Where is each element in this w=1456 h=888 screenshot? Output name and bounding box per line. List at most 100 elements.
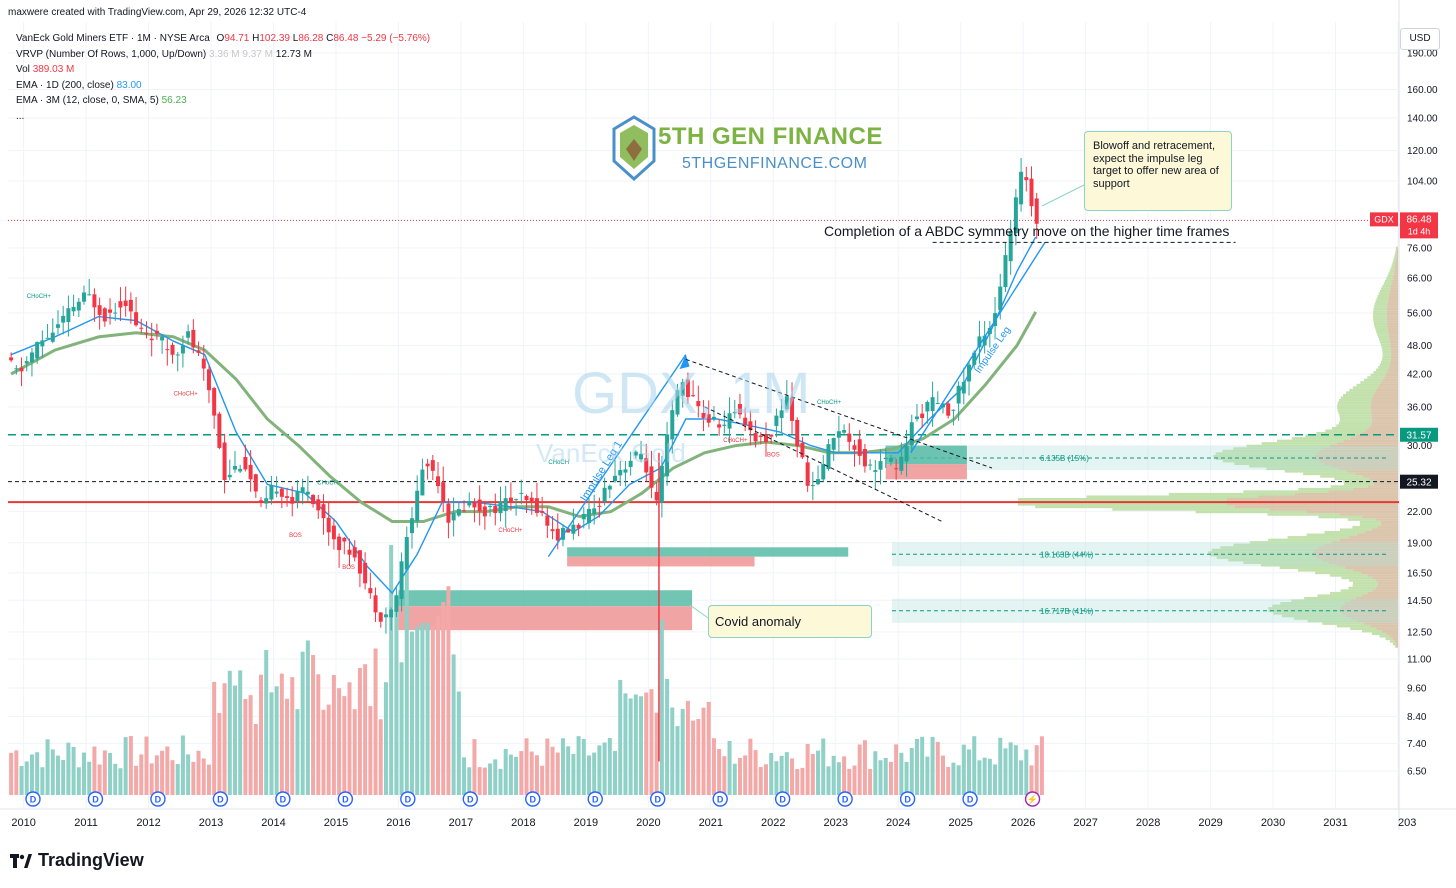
profile-down-bar: [1353, 569, 1398, 572]
y-tick-label: 16.50: [1407, 568, 1432, 579]
price-axis[interactable]: 190.00 160.00 140.00 120.00 104.00 76.00 66.00…: [1407, 48, 1438, 777]
profile-up-bar: [1330, 591, 1368, 595]
candle-body: [441, 482, 446, 502]
tradingview-icon: [10, 853, 32, 868]
low-label: L: [292, 33, 299, 44]
candle-body: [389, 609, 394, 618]
volume-bar: [113, 763, 118, 795]
candle-body: [576, 524, 581, 529]
profile-up-bar: [1395, 249, 1397, 252]
profile-down-bar: [1351, 617, 1398, 620]
volume-bar: [295, 709, 300, 795]
currency-button[interactable]: USD: [1400, 28, 1440, 50]
candle-body: [878, 461, 883, 470]
profile-down-bar: [1361, 432, 1398, 435]
dividend-marker-glyph: D: [654, 795, 661, 805]
candle-body: [920, 413, 925, 419]
profile-down-bar: [1312, 551, 1398, 554]
dividend-marker: [212, 791, 229, 807]
y-tick-label: 22.00: [1407, 507, 1432, 518]
tradingview-logo[interactable]: TradingView: [10, 850, 144, 871]
profile-up-bar: [1350, 627, 1377, 630]
volume-bar: [71, 746, 76, 795]
volume-bar: [66, 742, 71, 795]
dividend-marker-glyph: D: [592, 795, 599, 805]
volume-bar: [743, 755, 748, 795]
demand-zone-teal: [398, 590, 693, 607]
candle-body: [868, 464, 873, 466]
profile-down-bar: [1387, 302, 1398, 306]
legend-ema2-row[interactable]: EMA · 3M (12, close, 0, SMA, 5) 56.23: [16, 93, 430, 109]
time-axis[interactable]: 2010 2011 2012 2013 2014 2015 2016 2017 2018 2019…: [11, 817, 1416, 829]
volume-bar: [14, 750, 19, 795]
profile-up-bar: [1356, 383, 1380, 387]
candle-body: [493, 506, 498, 513]
profile-down-bar: [1377, 584, 1398, 587]
volume-bar: [748, 738, 753, 795]
profile-up-bar: [1389, 640, 1395, 643]
candle-body: [61, 315, 66, 323]
y-tick-label: 190.00: [1407, 48, 1438, 59]
profile-up-bar: [1391, 264, 1396, 268]
legend-ema1-row[interactable]: EMA · 1D (200, close) 83.00: [16, 78, 430, 94]
profile-down-bar: [1360, 571, 1398, 575]
profile-up-bar: [1336, 424, 1371, 427]
volume-bar: [92, 746, 97, 795]
volume-bar: [691, 720, 696, 795]
volume-bar: [1039, 736, 1044, 795]
candle-body: [139, 327, 144, 329]
legend-vrvp-row[interactable]: VRVP (Number Of Rows, 1,000, Up/Down) 3.…: [16, 47, 430, 63]
x-tick-label: 2015: [324, 817, 348, 829]
profile-up-bar: [1379, 338, 1390, 341]
profile-down-bar: [1323, 447, 1398, 450]
candle-body: [836, 431, 841, 438]
profile-down-bar: [1389, 340, 1398, 344]
volume-bar: [45, 739, 50, 795]
candle-body: [784, 396, 789, 410]
abdc-annotation[interactable]: Completion of a ABDC symmetry move on th…: [824, 223, 1230, 239]
dividend-marker: [962, 791, 978, 807]
volume-bar: [993, 764, 998, 795]
candle-body: [1008, 231, 1013, 262]
y-tick-label: 48.00: [1407, 341, 1432, 352]
candle-body: [420, 469, 425, 496]
profile-up-bar: [1112, 508, 1270, 511]
y-tick-label: 66.00: [1407, 273, 1432, 284]
volume-bar: [108, 752, 113, 795]
profile-down-bar: [1370, 409, 1398, 412]
volume-bar: [175, 764, 180, 795]
candle-body: [394, 595, 399, 612]
profile-down-bar: [1387, 322, 1398, 326]
volume-bar: [576, 736, 581, 795]
profile-down-bar: [1306, 510, 1398, 514]
volume-bar: [566, 746, 571, 795]
profile-down-bar: [1396, 254, 1398, 257]
volume-bars: [9, 542, 1044, 795]
candle-body: [82, 292, 87, 302]
profile-up-bar: [1379, 635, 1390, 638]
blowoff-callout[interactable]: Blowoff and retracement, expect the impu…: [1084, 131, 1232, 211]
legend-more-button[interactable]: ...: [16, 110, 25, 122]
profile-up-bar: [1394, 254, 1397, 257]
profile-up-bar: [1363, 378, 1383, 382]
volume-bar: [206, 764, 211, 795]
profile-down-bar: [1343, 439, 1398, 443]
profile-up-bar: [1382, 355, 1392, 359]
profile-up-bar: [1298, 569, 1354, 572]
covid-callout[interactable]: Covid anomaly: [708, 605, 872, 638]
profile-up-bar: [1374, 302, 1388, 306]
candle-body: [748, 421, 753, 431]
profile-down-bar: [1394, 640, 1398, 643]
candle-body: [436, 476, 441, 487]
volume-bar: [972, 736, 977, 795]
legend-symbol-row[interactable]: VanEck Gold Miners ETF · 1M · NYSE Arca …: [16, 31, 430, 47]
profile-down-bar: [1355, 472, 1398, 476]
legend-vol-row[interactable]: Vol 389.03 M: [16, 62, 430, 78]
profile-up-bar: [1273, 612, 1342, 615]
candle-body: [696, 401, 701, 407]
candle-body: [217, 413, 222, 448]
profile-up-bar: [1334, 477, 1370, 481]
y-tick-label: 7.40: [1407, 739, 1427, 750]
profile-up-bar: [1373, 371, 1387, 374]
